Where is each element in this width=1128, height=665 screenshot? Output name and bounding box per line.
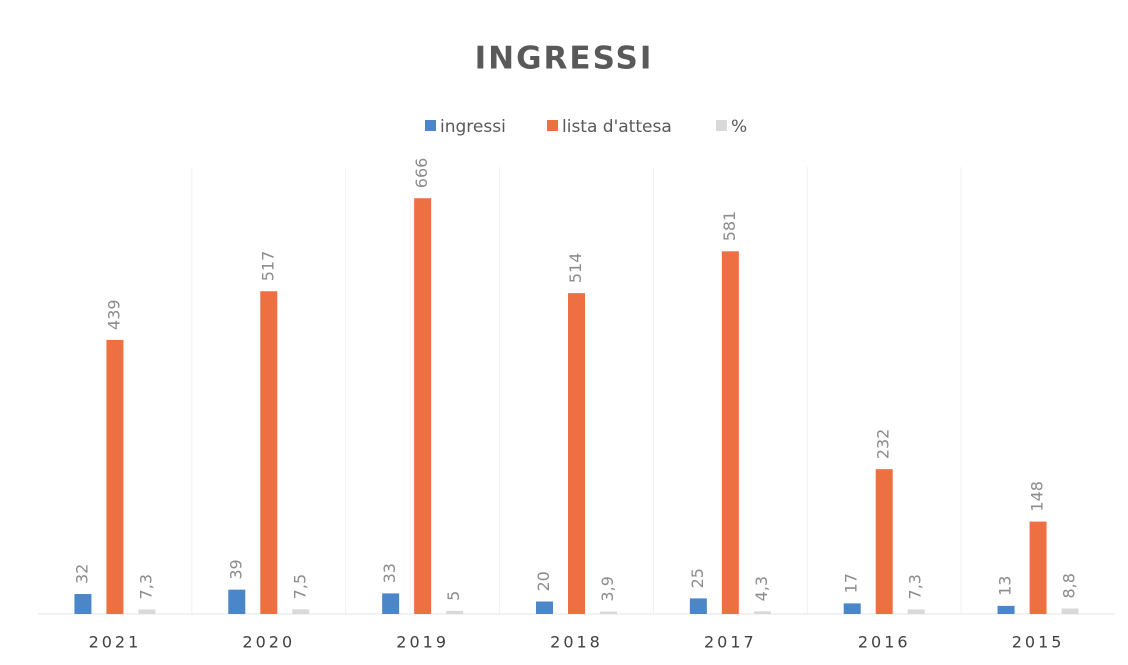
bar xyxy=(753,611,771,614)
x-tick-label: 2021 xyxy=(89,633,142,652)
data-label: 39 xyxy=(226,559,245,579)
bar xyxy=(106,339,124,614)
bar xyxy=(997,605,1015,614)
data-label: 4,3 xyxy=(752,576,771,601)
data-label: 439 xyxy=(104,299,123,330)
data-label: 17 xyxy=(842,573,861,593)
data-label: 148 xyxy=(1028,481,1047,512)
bar xyxy=(875,469,893,614)
data-label: 25 xyxy=(688,568,707,588)
data-label: 7,3 xyxy=(906,574,925,599)
bar xyxy=(260,291,278,614)
x-tick-label: 2016 xyxy=(858,633,911,652)
bar xyxy=(228,589,246,614)
data-label: 5 xyxy=(444,591,463,601)
legend-swatch xyxy=(547,120,558,131)
bar xyxy=(414,198,432,614)
bar xyxy=(446,610,464,614)
bar xyxy=(568,293,585,614)
bar xyxy=(721,251,739,615)
legend-label: % xyxy=(731,117,747,137)
data-label: 517 xyxy=(258,251,277,282)
data-label: 33 xyxy=(380,563,399,583)
data-label: 7,5 xyxy=(290,574,309,599)
data-label: 514 xyxy=(566,253,585,284)
bar xyxy=(689,598,707,614)
data-label: 581 xyxy=(720,211,739,242)
x-tick-label: 2018 xyxy=(550,633,603,652)
x-tick-label: 2020 xyxy=(242,633,295,652)
bar xyxy=(138,609,156,614)
legend-label: ingressi xyxy=(440,117,506,137)
data-label: 32 xyxy=(72,564,91,584)
data-label: 666 xyxy=(412,158,431,189)
data-label: 13 xyxy=(996,576,1015,596)
bar xyxy=(382,593,400,614)
bar xyxy=(1029,521,1047,614)
data-label: 8,8 xyxy=(1060,573,1079,598)
bar xyxy=(843,603,861,614)
legend-swatch xyxy=(716,120,727,131)
data-label: 7,3 xyxy=(136,574,155,599)
bar xyxy=(600,611,617,614)
x-tick-label: 2019 xyxy=(396,633,449,652)
chart-title: INGRESSI xyxy=(475,41,654,77)
x-tick-label: 2015 xyxy=(1012,633,1065,652)
bar xyxy=(292,609,310,614)
legend-label: lista d'attesa xyxy=(562,117,672,137)
x-tick-label: 2017 xyxy=(704,633,757,652)
data-label: 232 xyxy=(874,429,893,460)
bar xyxy=(536,601,553,614)
data-label: 20 xyxy=(534,571,553,591)
legend-swatch xyxy=(425,120,436,131)
bar xyxy=(907,609,925,614)
data-label: 3,9 xyxy=(598,576,617,601)
bar xyxy=(1061,608,1079,614)
bar xyxy=(74,594,92,614)
